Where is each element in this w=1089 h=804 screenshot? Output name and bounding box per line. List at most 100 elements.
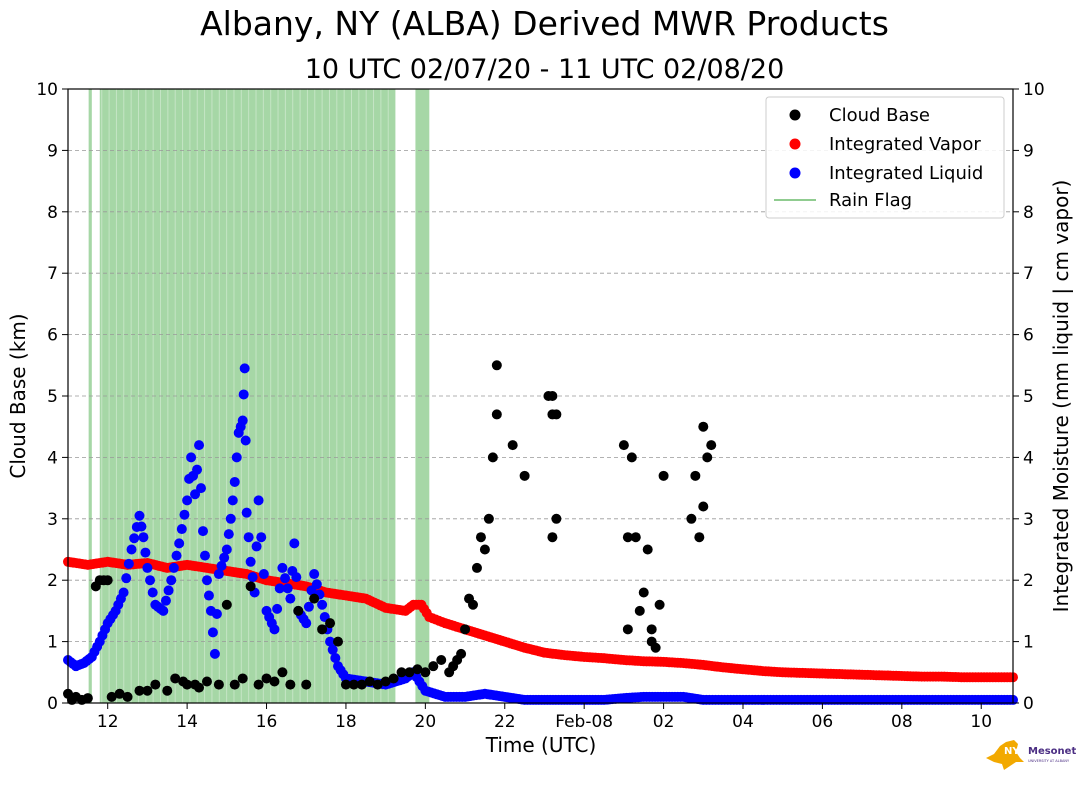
liquid-point: [194, 440, 205, 451]
liquid-point: [190, 489, 201, 500]
liquid-point: [118, 587, 129, 598]
cloud-base-point: [547, 391, 558, 401]
y-tick-label-right: 0: [1023, 694, 1034, 714]
cloud-base-point: [301, 679, 312, 690]
liquid-point: [126, 544, 137, 555]
cloud-base-point: [519, 470, 530, 481]
cloud-base-point: [468, 599, 478, 610]
cloud-base-point: [245, 581, 256, 592]
x-tick-label: 10: [970, 712, 992, 732]
liquid-point: [160, 595, 171, 606]
y-tick-label-left: 4: [47, 448, 58, 468]
liquid-point: [182, 495, 193, 506]
y-tick-label-left: 0: [47, 694, 58, 714]
legend-marker-liquid: [789, 167, 801, 179]
cloud-base-point: [380, 676, 391, 687]
liquid-point: [317, 599, 328, 610]
cloud-base-point: [170, 673, 181, 684]
new-york-state-shape-icon: [986, 740, 1024, 770]
x-tick-label: Feb-08: [555, 712, 613, 732]
liquid-point: [140, 547, 151, 558]
cloud-base-point: [436, 655, 447, 666]
cloud-base-point: [82, 693, 93, 704]
liquid-point: [240, 435, 251, 446]
liquid-point: [216, 560, 227, 571]
liquid-point: [241, 507, 252, 518]
liquid-point: [258, 569, 269, 580]
liquid-point: [309, 569, 320, 580]
liquid-point: [211, 608, 222, 619]
liquid-point: [277, 562, 288, 573]
legend-label-liquid: Integrated Liquid: [829, 163, 983, 184]
cloud-base-point: [309, 593, 320, 604]
liquid-point: [198, 526, 208, 537]
liquid-point: [209, 648, 220, 659]
liquid-point: [272, 603, 283, 614]
liquid-point: [138, 532, 149, 543]
cloud-base-point: [269, 676, 280, 687]
liquid-point: [186, 452, 197, 463]
cloud-base-point: [483, 513, 494, 524]
liquid-point: [239, 363, 250, 374]
logo-mesonet-text: Mesonet: [1028, 746, 1076, 757]
legend-marker-cloud-base: [789, 109, 801, 121]
cloud-base-point: [491, 409, 502, 420]
liquid-point: [303, 601, 314, 612]
y-tick-label-left: 5: [47, 387, 58, 407]
cloud-base-point: [634, 605, 645, 616]
liquid-point: [203, 590, 214, 601]
logo-subtext: UNIVERSITY AT ALBANY: [1028, 759, 1070, 763]
legend-label-vapor: Integrated Vapor: [829, 134, 981, 155]
liquid-point: [291, 572, 302, 583]
liquid-point: [196, 483, 207, 494]
liquid-point: [163, 585, 174, 596]
liquid-point: [129, 533, 140, 544]
liquid-point: [229, 476, 240, 487]
liquid-point: [223, 529, 234, 540]
x-tick-label: 14: [176, 712, 198, 732]
cloud-base-point: [460, 624, 471, 635]
y-tick-label-right: 2: [1023, 571, 1034, 591]
cloud-base-point: [428, 661, 439, 672]
liquid-point: [311, 579, 322, 590]
y-tick-label-left: 6: [47, 326, 58, 346]
cloud-base-point: [356, 679, 367, 690]
cloud-base-point: [622, 532, 633, 543]
chart-title: Albany, NY (ALBA) Derived MWR Products: [200, 4, 889, 43]
cloud-base-point: [229, 679, 240, 690]
cloud-base-point: [364, 676, 375, 687]
liquid-point: [330, 652, 341, 663]
y-tick-label-right: 5: [1023, 387, 1034, 407]
cloud-base-point: [134, 685, 145, 696]
legend: Cloud Base Integrated Vapor Integrated L…: [765, 96, 1005, 219]
x-tick-label: 22: [494, 712, 516, 732]
y-tick-label-left: 10: [36, 80, 58, 100]
liquid-point: [327, 644, 338, 655]
y-tick-label-left: 2: [47, 571, 58, 591]
liquid-point: [176, 524, 187, 535]
liquid-point: [166, 575, 177, 586]
liquid-point: [325, 636, 336, 647]
liquid-point: [158, 605, 169, 616]
liquid-point: [289, 538, 300, 549]
y-axis-left-label: Cloud Base (km): [6, 313, 30, 478]
cloud-base-point: [646, 624, 657, 635]
logo-nys-text: NYS: [1004, 746, 1027, 757]
liquid-point: [237, 415, 248, 426]
x-tick-label: 16: [256, 712, 278, 732]
x-tick-label: 08: [891, 712, 913, 732]
cloud-base-point: [698, 421, 709, 432]
cloud-base-point: [471, 562, 482, 573]
liquid-point: [285, 593, 296, 604]
cloud-base-point: [317, 624, 328, 635]
rain-flag-band: [415, 89, 430, 703]
cloud-base-point: [221, 599, 232, 610]
chart-subtitle: 10 UTC 02/07/20 - 11 UTC 02/08/20: [304, 54, 785, 85]
cloud-base-point: [547, 532, 558, 543]
cloud-base-point: [162, 685, 173, 696]
cloud-base-point: [690, 470, 701, 481]
cloud-base-point: [340, 679, 351, 690]
cloud-base-point: [237, 673, 248, 684]
